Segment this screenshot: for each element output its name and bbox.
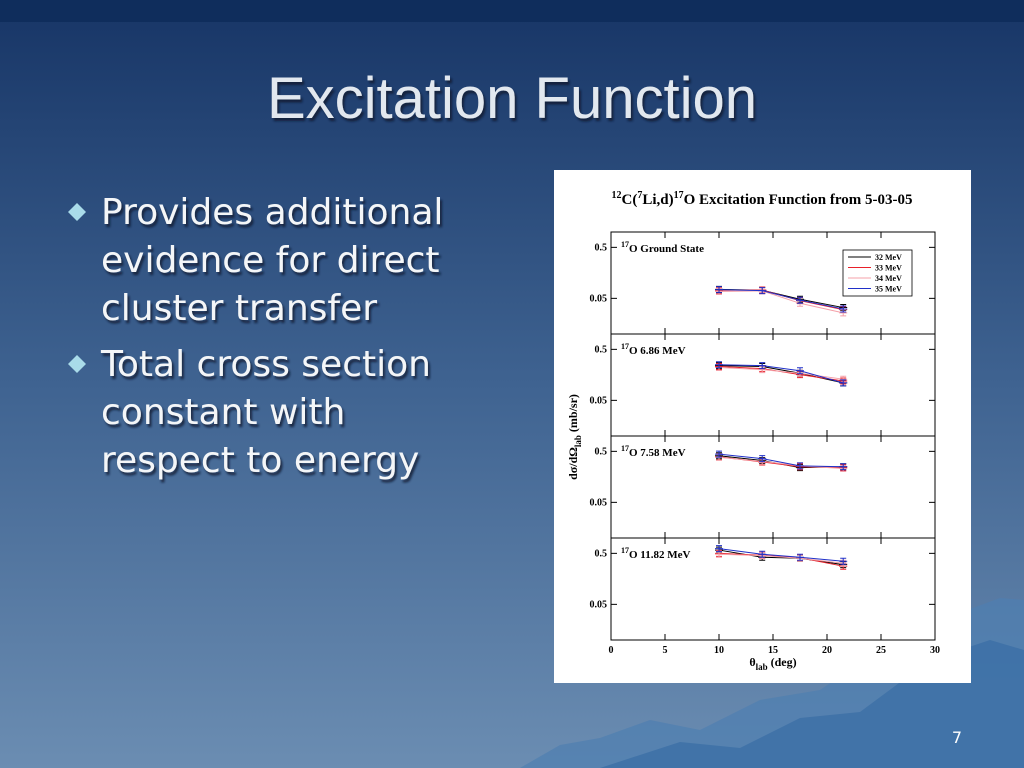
data-point: [758, 287, 767, 295]
panel-label: 17O 6.86 MeV: [621, 342, 686, 357]
panel-label: 17O 7.58 MeV: [621, 444, 686, 459]
series-line: [718, 552, 844, 567]
bullet-text: cluster transfer: [101, 288, 377, 329]
slide-title: Excitation Function: [267, 66, 757, 131]
data-point: [715, 361, 723, 369]
y-tick-label: 0.5: [595, 446, 608, 457]
x-tick-label: 10: [714, 645, 724, 656]
title-text: Li,d): [642, 192, 673, 208]
series-line: [718, 553, 844, 564]
bullet-text: Total cross section: [100, 344, 431, 385]
data-point: [758, 550, 767, 558]
x-label-sub: lab: [756, 662, 768, 672]
y-tick-label: 0.05: [590, 497, 608, 508]
bullet-text: Provides additional: [101, 192, 443, 233]
data-point: [715, 550, 723, 558]
page-number: 7: [952, 728, 962, 747]
series-line: [718, 456, 844, 470]
x-tick-label: 15: [768, 645, 778, 656]
panel-label: 17O Ground State: [621, 240, 704, 255]
series-line: [718, 548, 844, 562]
legend-label: 35 MeV: [875, 285, 902, 294]
legend-label: 32 MeV: [875, 253, 902, 262]
x-tick-label: 20: [822, 645, 832, 656]
data-point: [839, 305, 848, 313]
y-label-sub: lab: [573, 435, 583, 447]
bullet-text: evidence for direct: [101, 240, 440, 281]
data-point: [758, 366, 767, 374]
legend-label: 34 MeV: [875, 274, 902, 283]
data-point: [715, 545, 723, 553]
panel-label: 17O 11.82 MeV: [621, 546, 690, 561]
x-label-rest: (deg): [768, 655, 797, 669]
y-label-main: dσ/dΩ: [566, 447, 580, 480]
bullet-diamond: [68, 203, 86, 221]
y-tick-label: 0.05: [590, 293, 608, 304]
series-line: [718, 367, 844, 380]
series-line: [718, 289, 844, 310]
y-tick-label: 0.5: [595, 344, 608, 355]
title-text: O Excitation Function from 5-03-05: [684, 192, 913, 208]
data-point: [839, 375, 848, 383]
data-point: [758, 455, 767, 463]
y-tick-label: 0.05: [590, 599, 608, 610]
data-point: [796, 296, 804, 304]
series-line: [718, 364, 844, 384]
x-tick-label: 5: [663, 645, 668, 656]
title-text: C(: [622, 192, 638, 208]
x-label-main: θ: [749, 655, 755, 669]
data-point: [796, 462, 804, 470]
legend-label: 33 MeV: [875, 264, 902, 273]
data-point: [839, 379, 848, 387]
panel-label-superscript: 17: [621, 546, 629, 555]
x-axis-label: θlab (deg): [749, 655, 796, 672]
bullet-text: constant with: [101, 392, 345, 433]
data-point: [839, 557, 848, 565]
data-point: [796, 367, 804, 375]
bullet-diamond: [68, 355, 86, 373]
series-line: [718, 453, 844, 468]
data-point: [796, 553, 804, 561]
x-tick-label: 0: [609, 645, 614, 656]
panel-label-text: O Ground State: [629, 243, 704, 255]
series-line: [718, 290, 844, 314]
panel-label-text: O 11.82 MeV: [629, 549, 690, 561]
y-tick-label: 0.5: [595, 548, 608, 559]
y-tick-label: 0.05: [590, 395, 608, 406]
data-point: [715, 286, 723, 294]
data-point: [758, 362, 767, 370]
title-superscript: 7: [637, 190, 642, 201]
panel-label-superscript: 17: [621, 444, 629, 453]
panel-label-superscript: 17: [621, 240, 629, 249]
panel-label-text: O 6.86 MeV: [629, 345, 686, 357]
x-tick-label: 25: [876, 645, 886, 656]
y-label-rest: (mb/sr): [566, 394, 580, 435]
panel-label-superscript: 17: [621, 342, 629, 351]
chart-title: 12C(7Li,d)17O Excitation Function from 5…: [612, 190, 913, 208]
panel-label-text: O 7.58 MeV: [629, 447, 686, 459]
top-band: [0, 0, 1024, 22]
data-point: [839, 463, 848, 471]
data-point: [839, 309, 848, 317]
title-superscript: 17: [674, 190, 684, 201]
title-superscript: 12: [612, 190, 622, 201]
x-tick-label: 30: [930, 645, 940, 656]
y-tick-label: 0.5: [595, 242, 608, 253]
bullet-text: respect to energy: [101, 440, 419, 481]
y-axis-label: dσ/dΩlab (mb/sr): [566, 394, 583, 480]
data-point: [715, 450, 723, 458]
